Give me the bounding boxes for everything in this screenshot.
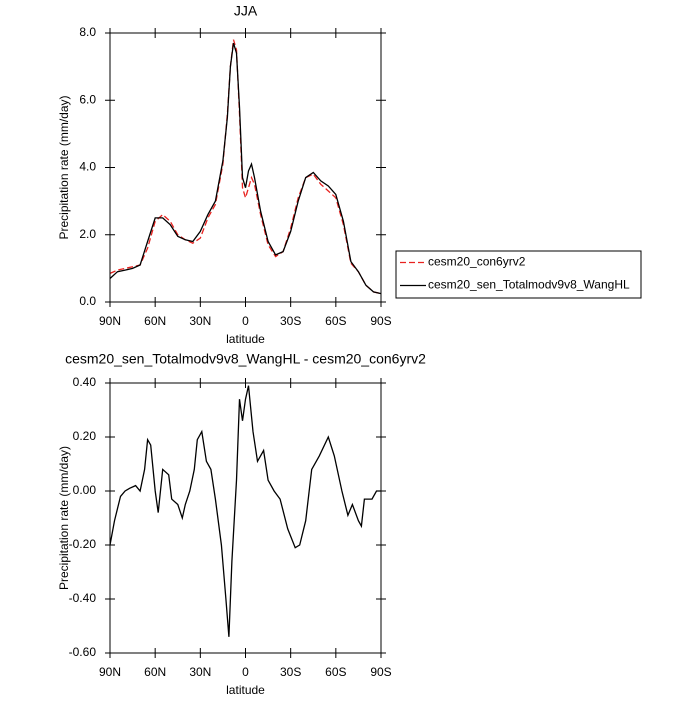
y-axis-label: Precipitation rate (mm/day) — [57, 95, 71, 239]
data-line — [109, 39, 382, 295]
y-tick-label: -0.60 — [69, 645, 97, 659]
legend-box — [395, 250, 642, 299]
x-tick-label: 60S — [325, 665, 346, 679]
data-line — [109, 42, 382, 295]
y-tick-label: 0.40 — [73, 375, 97, 389]
legend-label: cesm20_sen_Totalmodv9v8_WangHL — [428, 278, 630, 292]
x-tick-label: 60N — [144, 665, 166, 679]
y-tick-label: 6.0 — [79, 92, 96, 106]
x-tick-label: 90S — [370, 314, 391, 328]
x-axis-label: latitude — [226, 683, 265, 697]
data-line — [109, 385, 381, 637]
y-axis-label: Precipitation rate (mm/day) — [57, 446, 71, 590]
x-tick-label: 90N — [99, 665, 121, 679]
x-tick-label: 0 — [242, 665, 249, 679]
y-tick-label: -0.40 — [69, 591, 97, 605]
x-axis-label: latitude — [226, 332, 265, 346]
y-tick-label: -0.20 — [69, 537, 97, 551]
x-tick-label: 30S — [280, 665, 301, 679]
x-tick-label: 60S — [325, 314, 346, 328]
x-tick-label: 30N — [189, 314, 211, 328]
y-tick-label: 4.0 — [79, 160, 96, 174]
chart-title: cesm20_sen_Totalmodv9v8_WangHL - cesm20_… — [65, 351, 426, 367]
legend-label: cesm20_con6yrv2 — [428, 255, 526, 269]
x-tick-label: 90N — [99, 314, 121, 328]
x-tick-label: 0 — [242, 314, 249, 328]
plot-frame — [109, 32, 382, 303]
x-tick-label: 60N — [144, 314, 166, 328]
x-tick-label: 30S — [280, 314, 301, 328]
plot-frame — [109, 382, 382, 654]
y-tick-label: 0.0 — [79, 294, 96, 308]
y-tick-label: 0.20 — [73, 429, 97, 443]
x-tick-label: 30N — [189, 665, 211, 679]
y-tick-label: 8.0 — [79, 25, 96, 39]
chart-title: JJA — [234, 3, 258, 19]
x-tick-label: 90S — [370, 665, 391, 679]
y-tick-label: 0.00 — [73, 483, 97, 497]
y-tick-label: 2.0 — [79, 227, 96, 241]
